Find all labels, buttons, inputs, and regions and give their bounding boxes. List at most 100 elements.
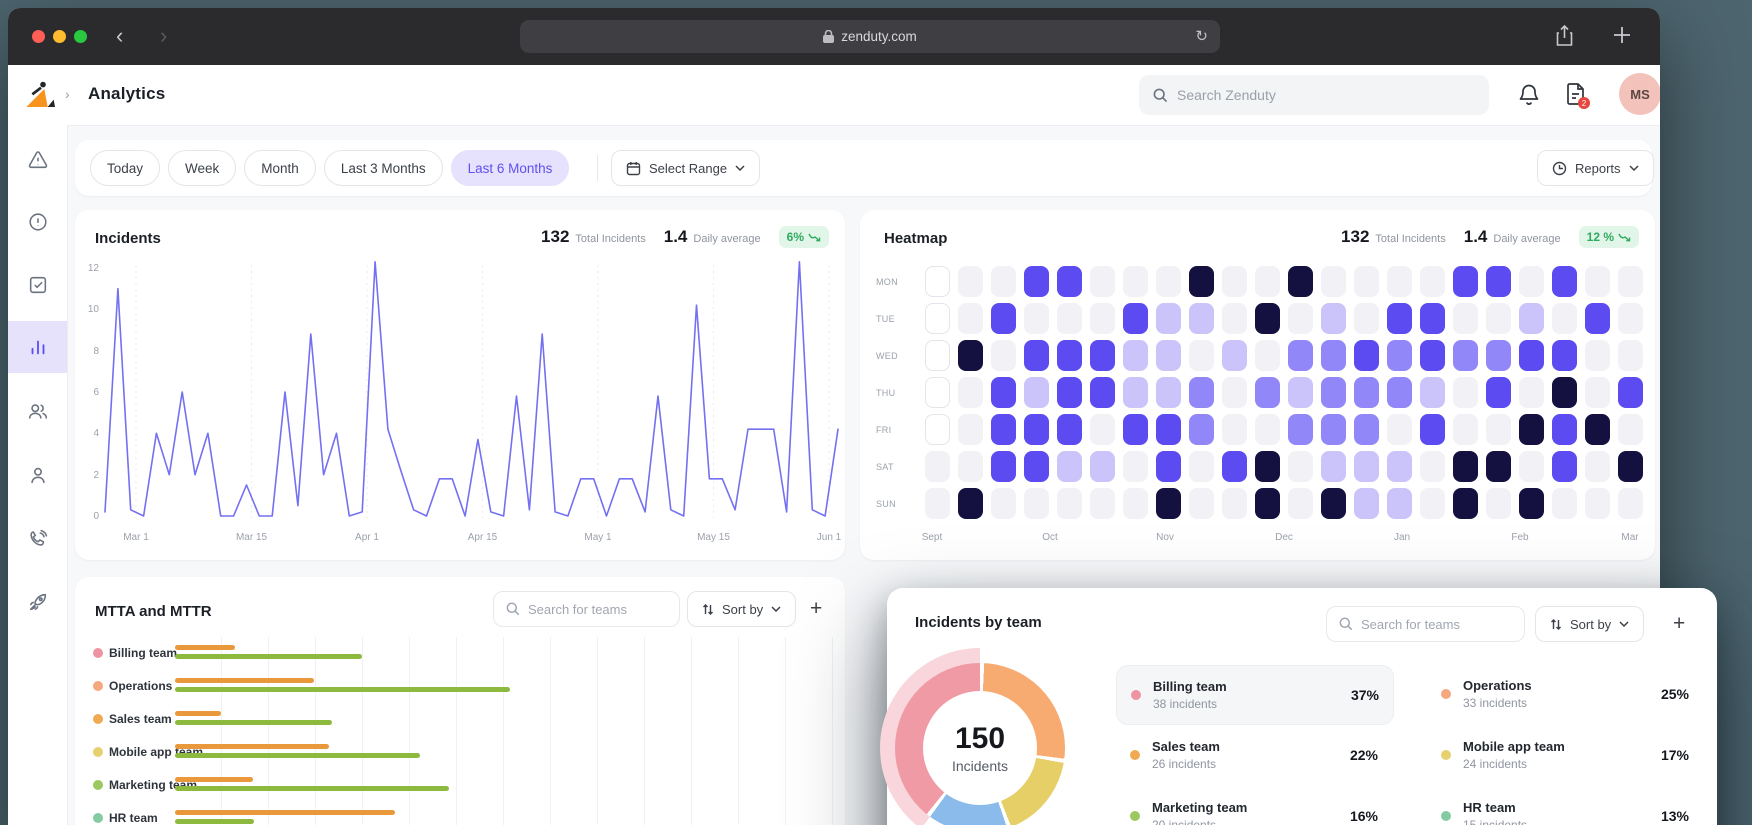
team-legend-row[interactable]: Operations33 incidents25% bbox=[1427, 665, 1703, 723]
heatmap-month-label: Mar bbox=[1608, 532, 1652, 543]
avatar[interactable]: MS bbox=[1619, 73, 1660, 115]
heatmap-month-label: Dec bbox=[1262, 532, 1306, 543]
sidebar-item-get-started[interactable] bbox=[8, 576, 67, 628]
heatmap-month-label: Sept bbox=[910, 532, 954, 543]
close-button[interactable] bbox=[32, 30, 45, 43]
sidebar-item-profile[interactable] bbox=[8, 449, 67, 501]
heatmap-cell bbox=[1288, 451, 1313, 482]
team-legend-row[interactable]: Sales team26 incidents22% bbox=[1116, 726, 1392, 784]
mttr-bar bbox=[175, 786, 449, 791]
team-add-button[interactable]: + bbox=[1673, 613, 1685, 634]
team-legend-row[interactable]: Billing team38 incidents37% bbox=[1116, 665, 1394, 725]
heatmap-cell bbox=[1519, 414, 1544, 445]
heatmap-cell bbox=[1420, 303, 1445, 334]
heatmap-cell bbox=[1420, 340, 1445, 371]
heatmap-cell bbox=[1585, 451, 1610, 482]
heatmap-cell bbox=[1387, 303, 1412, 334]
bell-icon[interactable] bbox=[1518, 83, 1540, 107]
heatmap-day-label: FRI bbox=[876, 425, 891, 435]
heatmap-cell bbox=[1090, 377, 1115, 408]
x-axis-tick: May 15 bbox=[689, 532, 739, 543]
sidebar-item-teams[interactable] bbox=[8, 385, 67, 437]
heatmap-day-label: THU bbox=[876, 388, 895, 398]
mttr-bar bbox=[175, 654, 362, 659]
y-axis-tick: 10 bbox=[79, 304, 99, 315]
heatmap-cell bbox=[1618, 451, 1643, 482]
sidebar-item-call-routing[interactable] bbox=[8, 513, 67, 565]
reload-icon[interactable]: ↻ bbox=[1195, 27, 1208, 45]
filter-pill-today[interactable]: Today bbox=[90, 150, 160, 186]
heatmap-cell bbox=[1024, 488, 1049, 519]
heatmap-cell bbox=[1552, 377, 1577, 408]
mtta-bar bbox=[175, 744, 329, 749]
team-percentage: 16% bbox=[1350, 808, 1378, 824]
filter-pill-month[interactable]: Month bbox=[244, 150, 316, 186]
mtta-gridlines bbox=[175, 637, 835, 825]
page-title: Analytics bbox=[88, 84, 165, 104]
team-name: Sales team bbox=[1152, 739, 1220, 754]
heatmap-cell bbox=[1387, 451, 1412, 482]
x-axis-tick: Mar 15 bbox=[227, 532, 277, 543]
heatmap-cell bbox=[925, 266, 950, 297]
team-name: Marketing team bbox=[1152, 800, 1247, 815]
heatmap-cell bbox=[1354, 488, 1379, 519]
url-bar[interactable]: zenduty.com ↻ bbox=[520, 20, 1220, 53]
mtta-bar bbox=[175, 711, 221, 716]
mttr-bar bbox=[175, 687, 510, 692]
filter-pill-week[interactable]: Week bbox=[168, 150, 236, 186]
team-legend-row[interactable]: HR team15 incidents13% bbox=[1427, 787, 1703, 825]
heatmap-month-label: Oct bbox=[1028, 532, 1072, 543]
donut-center: 150 Incidents bbox=[923, 691, 1037, 805]
sort-label: Sort by bbox=[1570, 617, 1611, 632]
heatmap-cell bbox=[1090, 451, 1115, 482]
share-icon[interactable] bbox=[1555, 24, 1574, 48]
team-search-input[interactable]: Search for teams bbox=[1326, 606, 1525, 642]
reports-button[interactable]: Reports bbox=[1537, 150, 1654, 186]
sidebar-item-incidents[interactable] bbox=[8, 196, 67, 248]
heatmap-cell bbox=[1024, 266, 1049, 297]
team-sort-button[interactable]: Sort by bbox=[1535, 606, 1644, 642]
global-search-input[interactable]: Search Zenduty bbox=[1139, 75, 1489, 115]
select-range-label: Select Range bbox=[649, 161, 727, 176]
new-tab-icon[interactable] bbox=[1610, 23, 1634, 47]
zenduty-logo[interactable] bbox=[24, 79, 58, 111]
heatmap-cell bbox=[1024, 451, 1049, 482]
incidents-by-team-title: Incidents by team bbox=[915, 614, 1042, 631]
heatmap-cell bbox=[1618, 266, 1643, 297]
sidebar-item-analytics[interactable] bbox=[8, 321, 67, 373]
y-axis-tick: 6 bbox=[79, 387, 99, 398]
browser-chrome: ‹ › zenduty.com ↻ bbox=[8, 8, 1660, 65]
maximize-button[interactable] bbox=[74, 30, 87, 43]
exclamation-circle-icon bbox=[27, 211, 49, 233]
heatmap-cell bbox=[1189, 451, 1214, 482]
select-range-button[interactable]: Select Range bbox=[611, 150, 760, 186]
heatmap-cell bbox=[1354, 377, 1379, 408]
heatmap-cell bbox=[1222, 266, 1247, 297]
activity-log-icon[interactable]: 2 bbox=[1565, 82, 1586, 107]
sidebar-item-alerts[interactable] bbox=[8, 134, 67, 186]
heatmap-cell bbox=[1453, 340, 1478, 371]
heatmap-cell bbox=[1057, 303, 1082, 334]
team-legend-row[interactable]: Marketing team20 incidents16% bbox=[1116, 787, 1392, 825]
team-color-dot bbox=[1130, 811, 1140, 821]
team-legend-row[interactable]: Mobile app team24 incidents17% bbox=[1427, 726, 1703, 784]
back-button[interactable]: ‹ bbox=[116, 25, 123, 47]
mttr-bar bbox=[175, 753, 420, 758]
filter-pill-last-6-months[interactable]: Last 6 Months bbox=[451, 150, 570, 186]
sidebar-item-tasks[interactable] bbox=[8, 259, 67, 311]
mttr-bar bbox=[175, 819, 254, 824]
filter-pill-last-3-months[interactable]: Last 3 Months bbox=[324, 150, 443, 186]
minimize-button[interactable] bbox=[53, 30, 66, 43]
team-color-dot bbox=[93, 747, 103, 757]
forward-button[interactable]: › bbox=[160, 25, 167, 47]
phone-icon bbox=[27, 528, 49, 550]
heatmap-cell bbox=[1189, 377, 1214, 408]
heatmap-cell bbox=[1486, 340, 1511, 371]
heatmap-cell bbox=[1288, 266, 1313, 297]
heatmap-cell bbox=[1222, 377, 1247, 408]
heatmap-cell bbox=[1123, 303, 1148, 334]
heatmap-cell bbox=[1090, 414, 1115, 445]
heatmap-cell bbox=[1156, 266, 1181, 297]
reports-label: Reports bbox=[1575, 161, 1621, 176]
heatmap-cell bbox=[1420, 414, 1445, 445]
